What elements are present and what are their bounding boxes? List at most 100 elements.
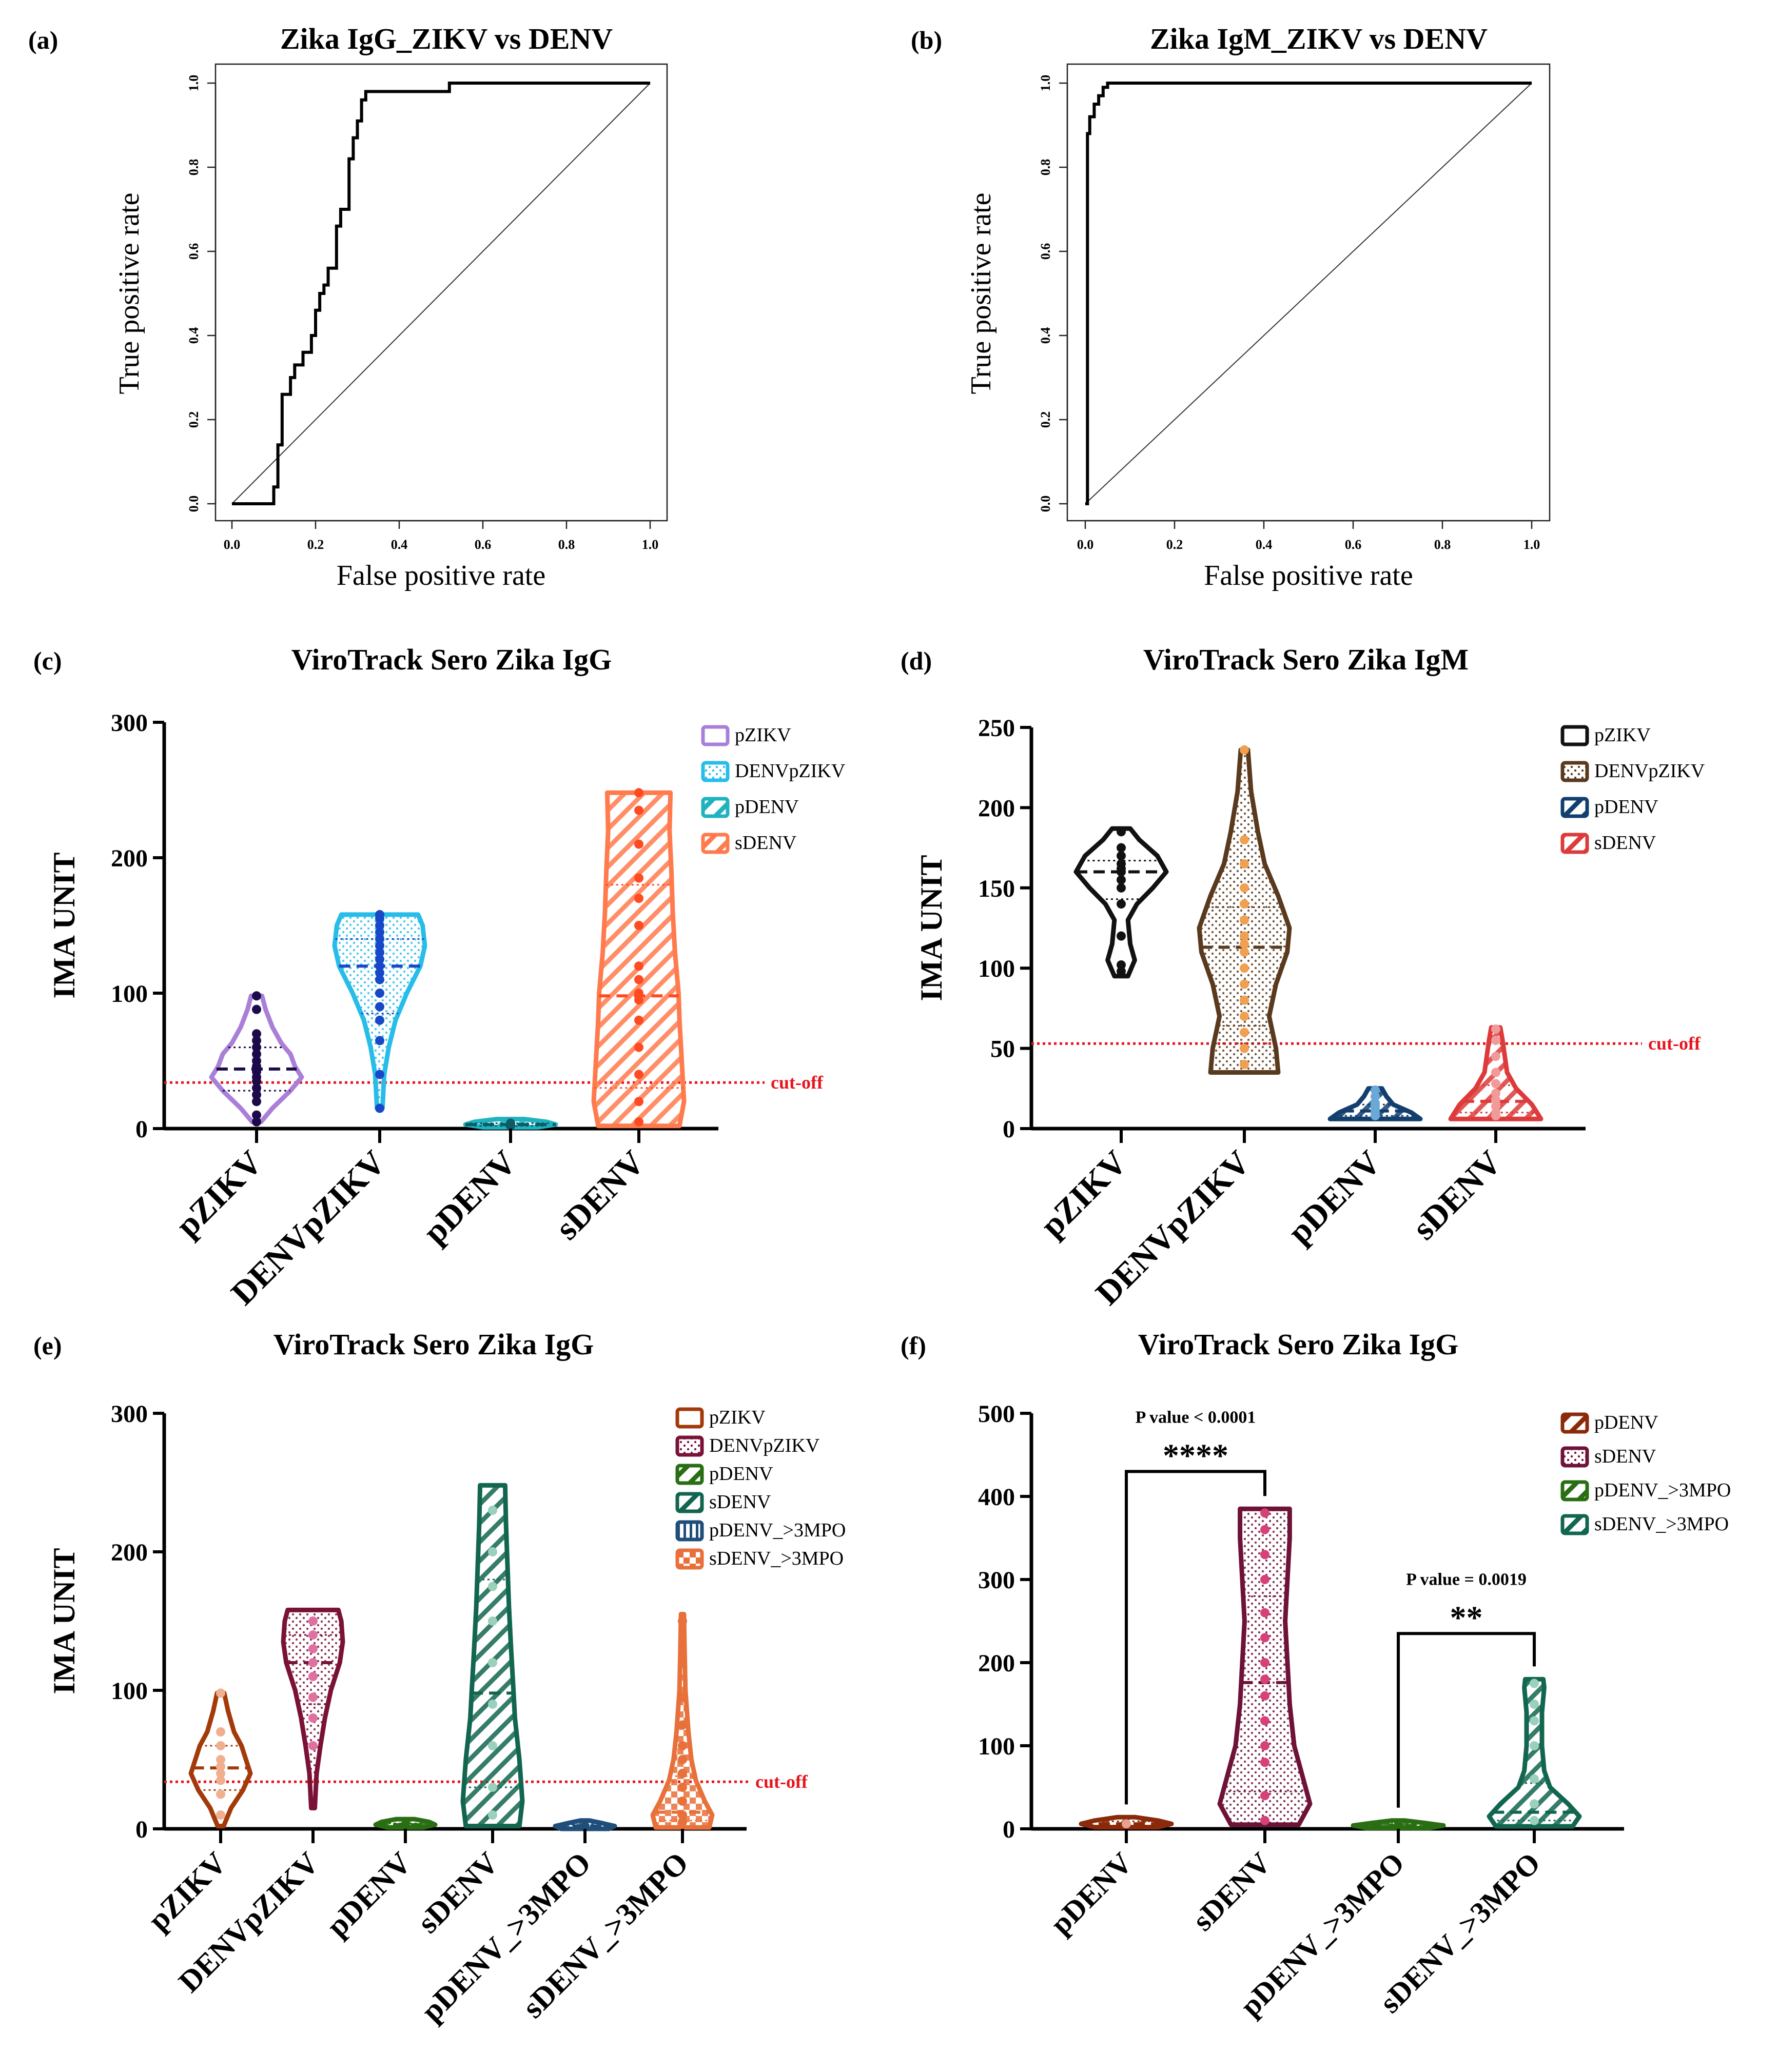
data-point-sdenv [634,1042,643,1052]
x-tick-label: 1.0 [1523,537,1540,552]
y-tick-label: 100 [111,1678,148,1705]
x-tick-label: 0.8 [558,537,575,552]
data-point-denvpzikv [1240,859,1249,869]
data-point-denvpzikv [1240,947,1249,957]
y-tick-label: 100 [978,1733,1015,1760]
legend-label-pdenv: pDENV [1594,796,1658,818]
data-point-sdenv-3mpo [1530,1816,1539,1825]
data-point-pzikv [216,1810,225,1820]
legend-label-pzikv: pZIKV [735,724,791,746]
x-tick-label: 0.8 [1434,537,1451,552]
data-point-sdenv [488,1582,497,1591]
data-point-denvpzikv [375,934,384,944]
data-point-denvpzikv [1240,915,1249,925]
roc-curve [1085,82,1532,505]
data-point-pzikv [1117,960,1126,970]
panel-title-d: ViroTrack Sero Zika IgM [1143,643,1469,676]
violin-pzikv [209,993,304,1124]
x-tick-label: 1.0 [642,537,659,552]
legend-label-denvpzikv: DENVpZIKV [735,760,846,782]
data-point-sdenv [1260,1674,1269,1684]
data-point-sdenv [634,961,643,971]
legend-label-pdenv-3mpo: pDENV_>3MPO [709,1520,846,1541]
data-point-denvpzikv [308,1741,318,1750]
data-point-denvpzikv [375,910,384,919]
data-point-pzikv [252,1042,261,1052]
legend-swatch-pdenv-3mpo [675,1520,704,1542]
data-point-sdenv-3mpo [1530,1741,1539,1750]
data-point-sdenv [1491,1035,1500,1045]
y-tick-label: 1.0 [1038,75,1053,92]
data-point-pzikv [216,1741,225,1750]
data-point-denvpzikv [375,955,384,964]
panel-title-e: ViroTrack Sero Zika IgG [273,1328,594,1361]
violin-denvpzikv [332,912,427,1111]
data-point-pzikv [252,1110,261,1120]
data-point-denvpzikv [1240,1059,1249,1069]
y-tick-label: 1.0 [186,75,201,92]
p-value-label: P value = 0.0019 [1406,1570,1527,1589]
data-point-sdenv [488,1547,497,1556]
data-point-denvpzikv [375,1002,384,1012]
diagonal-reference-line [231,83,651,504]
data-point-pzikv [1117,931,1126,941]
data-point-sdenv [1260,1550,1269,1560]
x-tick-label: 0.0 [1077,537,1094,552]
legend-swatch-pdenv [675,1464,704,1485]
data-point-sdenv [488,1616,497,1626]
data-point-pdenv [1371,1092,1380,1101]
y-tick-label: 0.6 [186,243,201,260]
legend-swatch-sdenv-3mpo [1560,1514,1589,1535]
legend-label-sdenv-3mpo: sDENV_>3MPO [709,1548,844,1569]
data-point-pdenv-3mpo [1394,1821,1403,1830]
data-point-sdenv [1260,1633,1269,1643]
panel-title-f: ViroTrack Sero Zika IgG [1138,1328,1459,1361]
legend-label-sdenv: sDENV [709,1491,771,1513]
data-point-sdenv [488,1810,497,1820]
data-point-sdenv [488,1783,497,1792]
x-tick-label: 0.2 [1166,537,1183,552]
data-point-denvpzikv [375,989,384,998]
roc-chart-a: 0.0 0.2 0.4 0.6 0.8 1.0 0.0 0.2 0.4 0.6 0.8 1.0 Fals… [113,63,668,591]
data-point-sdenv [1260,1716,1269,1726]
x-tick-label: sDENV [549,1143,652,1247]
data-point-pzikv [252,1049,261,1059]
x-tick-label: pDENV [320,1846,418,1943]
data-point-pzikv [252,1117,261,1127]
data-point-sdenv [1260,1575,1269,1584]
data-point-pzikv [252,991,261,1001]
data-point-sdenv [1260,1658,1269,1667]
y-tick-label: 0.8 [186,159,201,176]
significance-bracket [1397,1632,1536,1808]
data-point-sdenv [1260,1525,1269,1534]
violin-denvpzikv [1197,747,1292,1075]
roc-curve [232,82,650,505]
data-point-sdenv [634,989,643,998]
data-point-sdenv-3mpo [678,1741,687,1750]
y-tick-label: 200 [978,1650,1015,1677]
violin-denvpzikv [281,1607,345,1810]
data-point-denvpzikv [308,1658,318,1667]
significance-stars: **** [1163,1437,1228,1473]
legend-label-pzikv: pZIKV [709,1407,766,1428]
data-point-denvpzikv [308,1672,318,1681]
data-point-sdenv [634,921,643,930]
data-point-denvpzikv [308,1713,318,1723]
data-point-pzikv [252,1056,261,1065]
data-point-denvpzikv [1240,883,1249,893]
data-point-sdenv-3mpo [678,1783,687,1792]
legend-label-pdenv: pDENV [735,796,799,818]
data-point-denvpzikv [375,1015,384,1025]
legend-swatch-pzikv [675,1407,704,1429]
data-point-denvpzikv [1240,835,1249,844]
violin-chart-d: 0 50 100 150 200 250 IMA UNIT cut-off pZIKV DENVp… [914,715,1705,1312]
legend-swatch-pdenv-3mpo [1560,1480,1589,1502]
y-tick-label: 300 [978,1567,1015,1594]
legend-label-pzikv: pZIKV [1594,724,1651,746]
x-tick-label: 0.0 [224,537,241,552]
data-point-pdenv [1122,1819,1131,1829]
significance-stars: ** [1450,1599,1483,1635]
legend-label-sdenv: sDENV [735,832,797,854]
data-point-pzikv [216,1769,225,1778]
x-axis-label: False positive rate [1204,560,1413,591]
